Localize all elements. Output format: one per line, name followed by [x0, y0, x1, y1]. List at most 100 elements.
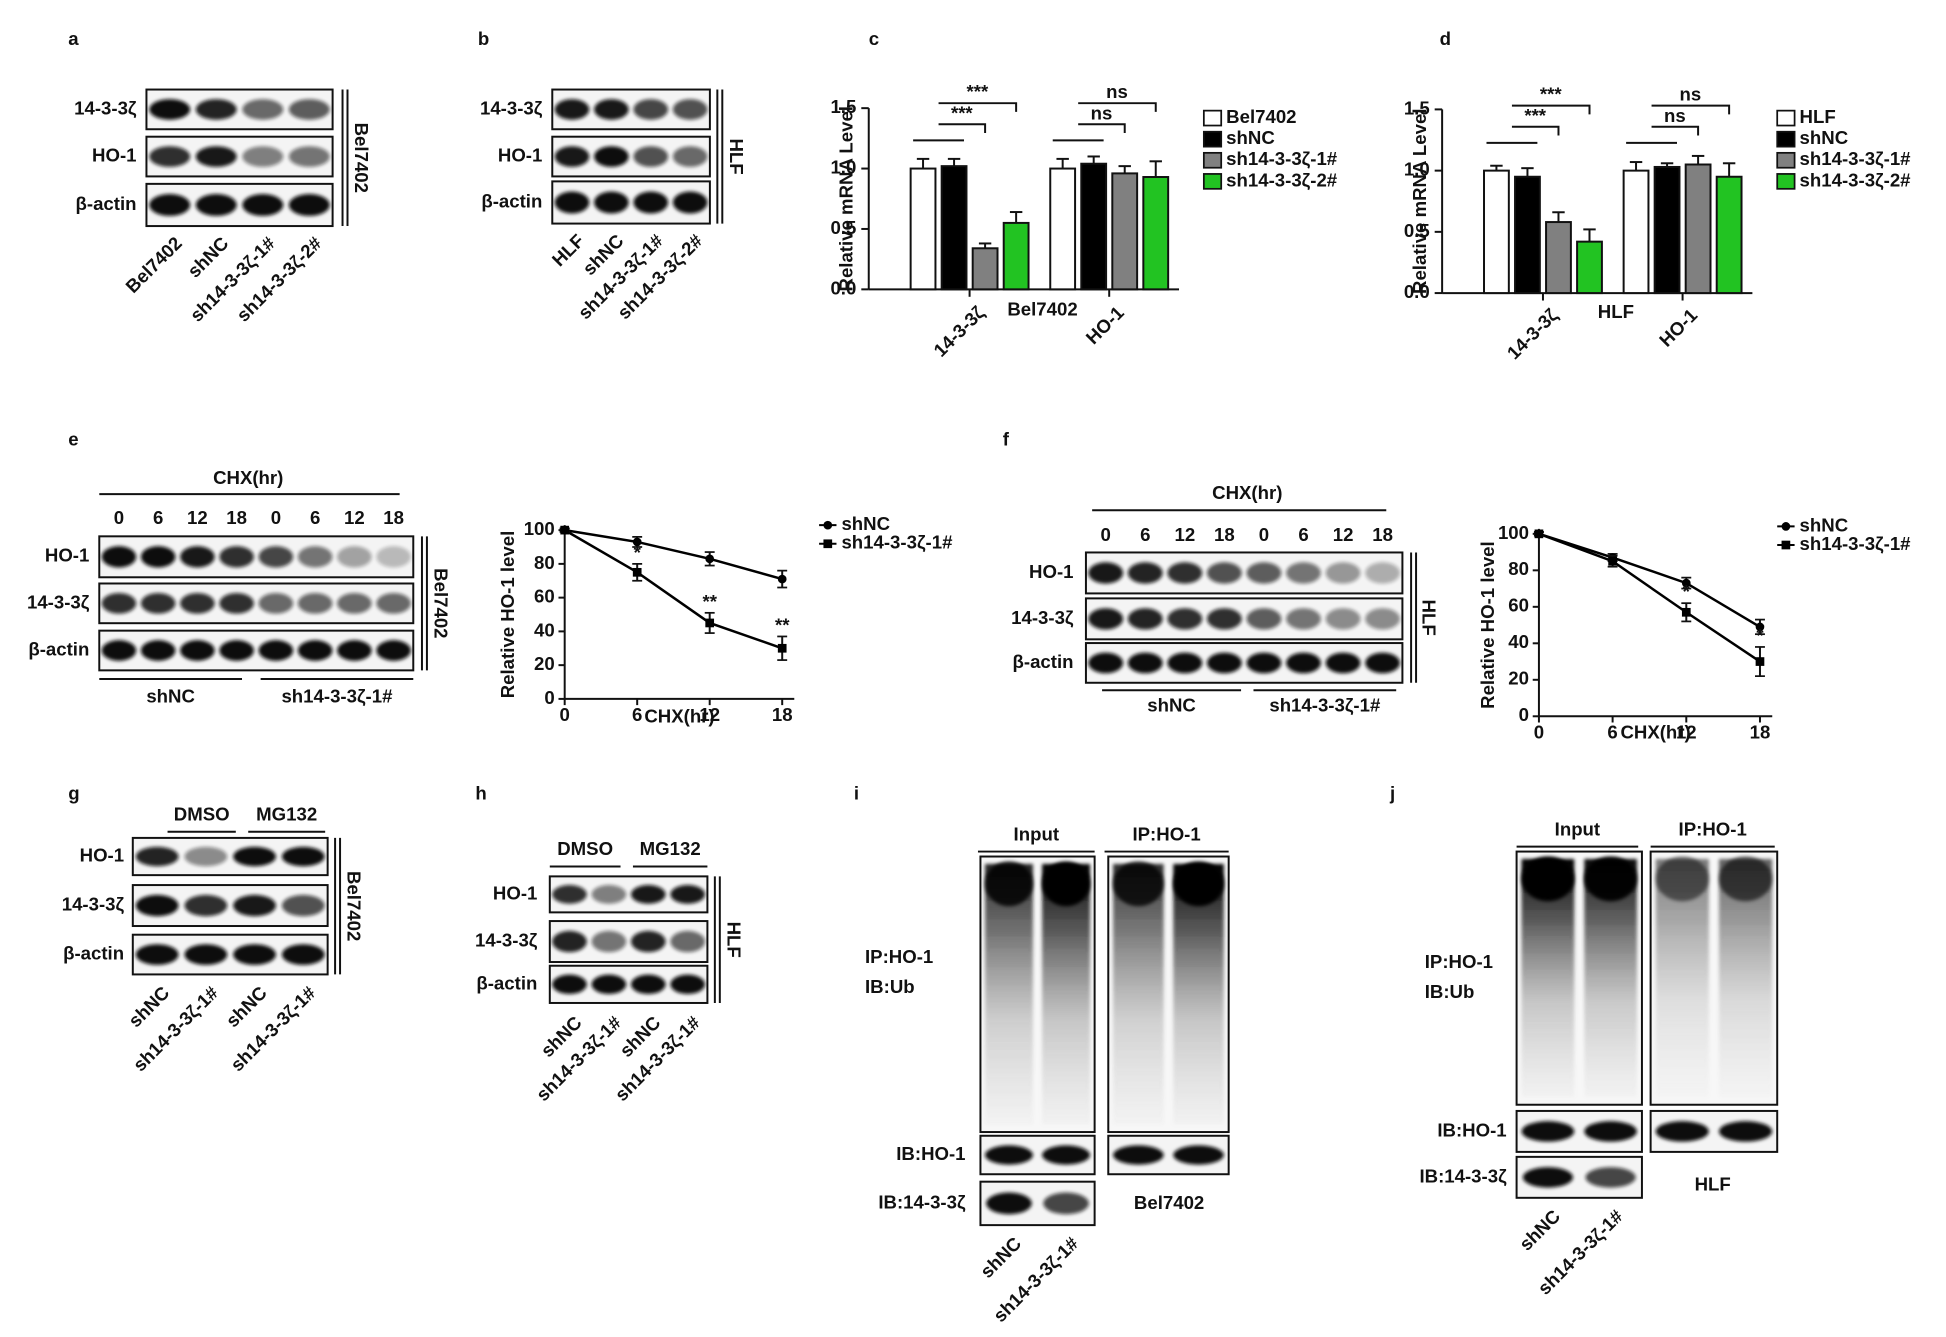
blot-header: CHX(hr)	[1212, 482, 1282, 503]
band	[591, 885, 627, 904]
band	[149, 193, 191, 216]
band	[195, 146, 237, 167]
bar	[1576, 240, 1603, 295]
y-tick-label: 60	[534, 586, 555, 607]
band	[554, 191, 590, 214]
band	[258, 640, 294, 661]
panel-letter: b	[478, 28, 489, 49]
band	[1167, 562, 1203, 584]
row-label: IB:14-3-3ζ	[1419, 1165, 1507, 1187]
x-tick-label: 0	[560, 704, 570, 725]
panel-letter: e	[68, 429, 78, 450]
group-label: shNC	[1147, 694, 1196, 715]
bar	[1002, 221, 1030, 291]
band	[985, 1145, 1033, 1165]
significance-label: ns	[1664, 105, 1686, 126]
significance-bracket	[1078, 123, 1126, 133]
y-axis-label: Relative HO-1 level	[497, 531, 518, 699]
bar	[1622, 169, 1650, 295]
band	[219, 546, 254, 568]
legend-swatch	[1776, 151, 1796, 169]
group-label: MG132	[256, 803, 317, 824]
series-line	[1538, 532, 1761, 628]
significance-label: ***	[951, 102, 973, 123]
group-label: sh14-3-3ζ-1#	[281, 686, 393, 708]
group-label: DMSO	[174, 803, 230, 824]
legend-swatch	[1202, 109, 1223, 127]
y-tick-label: 0.0	[1404, 281, 1430, 302]
legend-label: sh14-3-3ζ-1#	[1800, 148, 1912, 170]
y-tick-label: 1.5	[830, 96, 856, 117]
band	[1042, 1145, 1091, 1165]
panel-letter: j	[1389, 782, 1395, 803]
legend-label: shNC	[1800, 514, 1849, 535]
y-tick-label: 0.0	[830, 277, 856, 298]
cell-line-label: HLF	[723, 922, 744, 958]
band	[552, 930, 587, 953]
legend-label: HLF	[1800, 106, 1836, 127]
cell-line-label: HLF	[1418, 600, 1439, 636]
bar	[1483, 169, 1510, 295]
band	[180, 640, 215, 661]
x-tick-label: 12	[1676, 722, 1697, 743]
band	[552, 885, 587, 904]
data-point	[632, 537, 642, 547]
lane-label: 0	[1101, 524, 1111, 545]
lane-label: 18	[226, 507, 247, 528]
band	[135, 846, 179, 867]
significance-label: **	[702, 591, 717, 612]
bar	[1545, 221, 1572, 295]
lane-label: 6	[153, 507, 163, 528]
significance-bracket	[1511, 125, 1560, 136]
y-tick-label: 20	[1508, 668, 1529, 689]
ub-top-band	[1173, 861, 1224, 907]
cell-line-label: HLF	[1598, 301, 1634, 322]
band	[140, 546, 176, 568]
row-label: 14-3-3ζ	[27, 591, 90, 613]
band	[633, 191, 669, 214]
y-tick-label: 1.5	[1404, 97, 1430, 118]
panel-letter: c	[869, 28, 879, 49]
blot-strip	[979, 1180, 1096, 1227]
group-label: sh14-3-3ζ-1#	[1269, 694, 1381, 716]
band	[630, 930, 666, 953]
data-point	[560, 525, 570, 535]
band	[233, 894, 277, 917]
band	[101, 640, 137, 661]
row-label: HO-1	[45, 545, 89, 566]
legend-label: sh14-3-3ζ-2#	[1800, 169, 1912, 191]
legend-swatch	[1776, 130, 1796, 148]
band	[591, 974, 627, 995]
y-axis-label: Relative mRNA Level	[836, 106, 857, 291]
significance-bracket	[1651, 125, 1700, 136]
band	[630, 974, 666, 995]
y-tick-label: 80	[1508, 558, 1529, 579]
band	[1585, 1167, 1636, 1188]
band	[1206, 562, 1242, 584]
band	[554, 146, 590, 167]
band	[281, 944, 325, 965]
legend-swatch	[1202, 151, 1223, 169]
band	[1167, 608, 1203, 630]
row-label: IB:HO-1	[896, 1143, 965, 1164]
band	[1325, 562, 1361, 584]
data-point	[1681, 578, 1691, 588]
group-label: DMSO	[557, 838, 613, 859]
band	[672, 191, 708, 214]
row-label: 14-3-3ζ	[480, 97, 543, 119]
lane-label: 0	[271, 507, 281, 528]
legend-label: Bel7402	[1226, 106, 1296, 127]
row-label: IB:14-3-3ζ	[878, 1191, 966, 1213]
ub-top-band	[1521, 856, 1575, 902]
group-label: MG132	[640, 838, 701, 859]
significance-bracket	[1511, 104, 1591, 115]
band	[233, 944, 277, 965]
band	[1365, 652, 1401, 674]
band	[552, 974, 587, 995]
band	[337, 546, 372, 568]
band	[1286, 608, 1321, 630]
ip-label: IP:HO-1	[865, 946, 933, 967]
lane-label: 18	[1372, 524, 1393, 545]
band	[101, 593, 137, 614]
cell-line-label: Bel7402	[430, 568, 451, 638]
